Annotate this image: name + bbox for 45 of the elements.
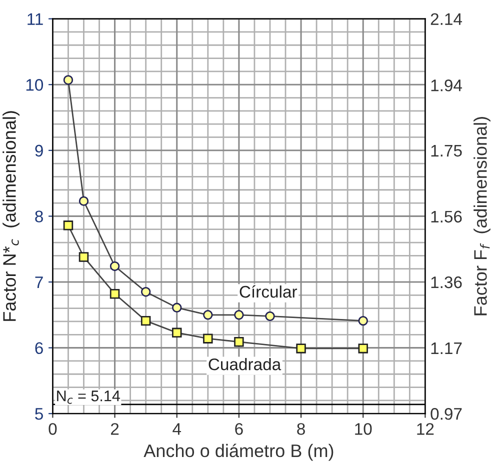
point xyxy=(110,261,120,272)
series-label: Cuadrada xyxy=(208,358,282,370)
y2-tick-label: 1.75 xyxy=(431,144,462,157)
y2-tick-label: 2.14 xyxy=(430,13,462,25)
y2-tick-label: 1.94 xyxy=(431,80,462,92)
y-tick-label: 11 xyxy=(28,13,43,25)
y-tick-label: 9 xyxy=(35,144,43,157)
y-tick-label: 10 xyxy=(26,79,44,91)
point xyxy=(78,196,89,206)
x-tick-label: 12 xyxy=(417,423,434,435)
point xyxy=(265,311,275,322)
point xyxy=(140,316,151,326)
y2-tick-label: 1.36 xyxy=(431,276,462,288)
y-tick-label: 5 xyxy=(35,408,43,420)
point xyxy=(172,328,182,338)
y2-tick-label: 0.97 xyxy=(430,408,462,420)
point xyxy=(234,337,244,347)
point xyxy=(203,310,213,320)
point xyxy=(358,316,368,326)
x-tick-label: 8 xyxy=(297,423,305,435)
point xyxy=(234,310,244,320)
y2-tick-label: 1.56 xyxy=(431,210,462,223)
point xyxy=(110,288,120,299)
x-tick-label: 6 xyxy=(235,423,243,435)
y-tick-label: 7 xyxy=(35,276,43,288)
y-tick-label: 6 xyxy=(35,342,43,354)
y-axis-title: Factor N*$_{c}$ (adimensional) xyxy=(2,111,20,321)
x-tick-label: 10 xyxy=(355,423,372,435)
point xyxy=(140,287,151,297)
y-tick-label: 8 xyxy=(35,210,43,222)
point xyxy=(78,252,89,262)
point xyxy=(203,334,213,344)
y2-axis-title: Factor F$_{f}$ (adimensional) xyxy=(474,117,490,316)
ref-line-label: N$_{c}$ = 5.14 xyxy=(57,390,120,404)
point xyxy=(296,344,306,354)
y2-tick-label: 1.17 xyxy=(431,342,462,354)
series-label: Círcular xyxy=(240,285,298,298)
point xyxy=(358,344,368,354)
x-tick-label: 2 xyxy=(110,423,119,435)
x-tick-label: 0 xyxy=(48,423,57,435)
x-axis-title: Ancho o diámetro B (m) xyxy=(144,444,334,461)
x-tick-label: 4 xyxy=(172,423,182,435)
point xyxy=(63,220,74,230)
point xyxy=(172,302,182,313)
point xyxy=(63,75,74,85)
